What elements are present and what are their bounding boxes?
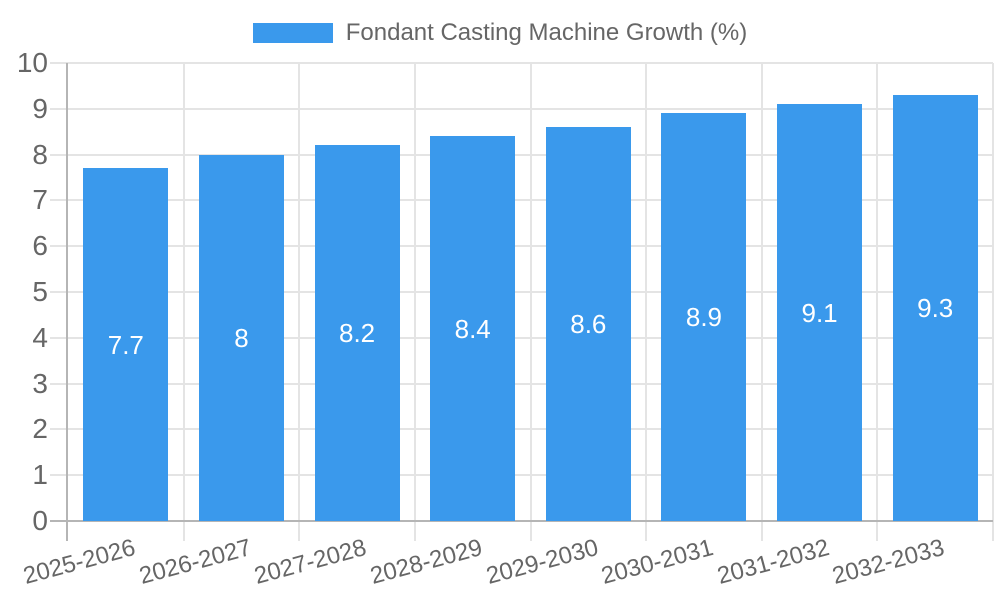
x-gridline [298, 63, 301, 541]
y-gridline [50, 107, 993, 110]
y-tick-label: 4 [32, 321, 48, 353]
bar [83, 168, 169, 521]
bar-value-label: 7.7 [107, 329, 144, 360]
bar [198, 154, 284, 521]
y-gridline [50, 199, 993, 202]
y-axis-line [66, 63, 68, 541]
bar-value-label: 9.1 [801, 297, 838, 328]
y-tick-label: 7 [32, 184, 48, 216]
bar [661, 113, 747, 521]
y-gridline [50, 291, 993, 293]
x-gridline [413, 63, 416, 541]
x-tick-label: 2031-2032 [714, 534, 833, 590]
x-gridline [876, 63, 879, 541]
bar [892, 95, 978, 521]
y-gridline [50, 153, 993, 156]
x-gridline [645, 63, 648, 541]
bar [314, 145, 400, 521]
y-tick-label: 3 [32, 367, 48, 399]
legend-item[interactable]: Fondant Casting Machine Growth (%) [252, 19, 748, 47]
legend-swatch-icon [252, 23, 333, 43]
y-tick-label: 2 [32, 413, 48, 445]
y-gridline [50, 428, 993, 431]
x-tick-label: 2025-2026 [20, 534, 139, 590]
x-tick-label: 2030-2031 [598, 534, 717, 590]
bar-value-label: 8 [234, 322, 249, 353]
y-gridline [50, 245, 993, 248]
y-tick-label: 8 [32, 138, 48, 170]
x-tick-label: 2029-2030 [482, 534, 601, 590]
x-gridline [992, 63, 994, 541]
y-gridline [50, 382, 993, 385]
x-axis-line [50, 520, 993, 522]
y-tick-label: 6 [32, 230, 48, 262]
bar-value-label: 8.9 [685, 302, 723, 333]
x-tick-label: 2027-2028 [251, 534, 370, 590]
x-tick-label: 2026-2027 [136, 534, 254, 590]
bar [545, 127, 631, 521]
legend-label: Fondant Casting Machine Growth (%) [345, 19, 748, 46]
bar-value-label: 8.6 [570, 309, 607, 340]
y-tick-label: 9 [32, 92, 48, 124]
y-tick-label: 0 [32, 505, 48, 536]
y-gridline [50, 474, 993, 477]
bar [777, 104, 863, 521]
x-tick-label: 2028-2029 [367, 534, 486, 590]
bar-value-label: 8.2 [338, 318, 376, 349]
y-tick-label: 5 [32, 276, 48, 307]
x-gridline [760, 63, 763, 541]
x-gridline [182, 63, 185, 541]
x-gridline [529, 63, 532, 541]
y-tick-label: 10 [16, 47, 48, 78]
y-gridline [50, 336, 993, 339]
y-tick-label: 1 [32, 459, 48, 491]
y-gridline [50, 62, 993, 64]
x-tick-label: 2032-2033 [829, 534, 948, 590]
bar-value-label: 8.4 [454, 313, 491, 344]
chart-legend: Fondant Casting Machine Growth (%) [0, 16, 1000, 50]
bar [430, 136, 516, 521]
bar-value-label: 9.3 [917, 293, 954, 324]
